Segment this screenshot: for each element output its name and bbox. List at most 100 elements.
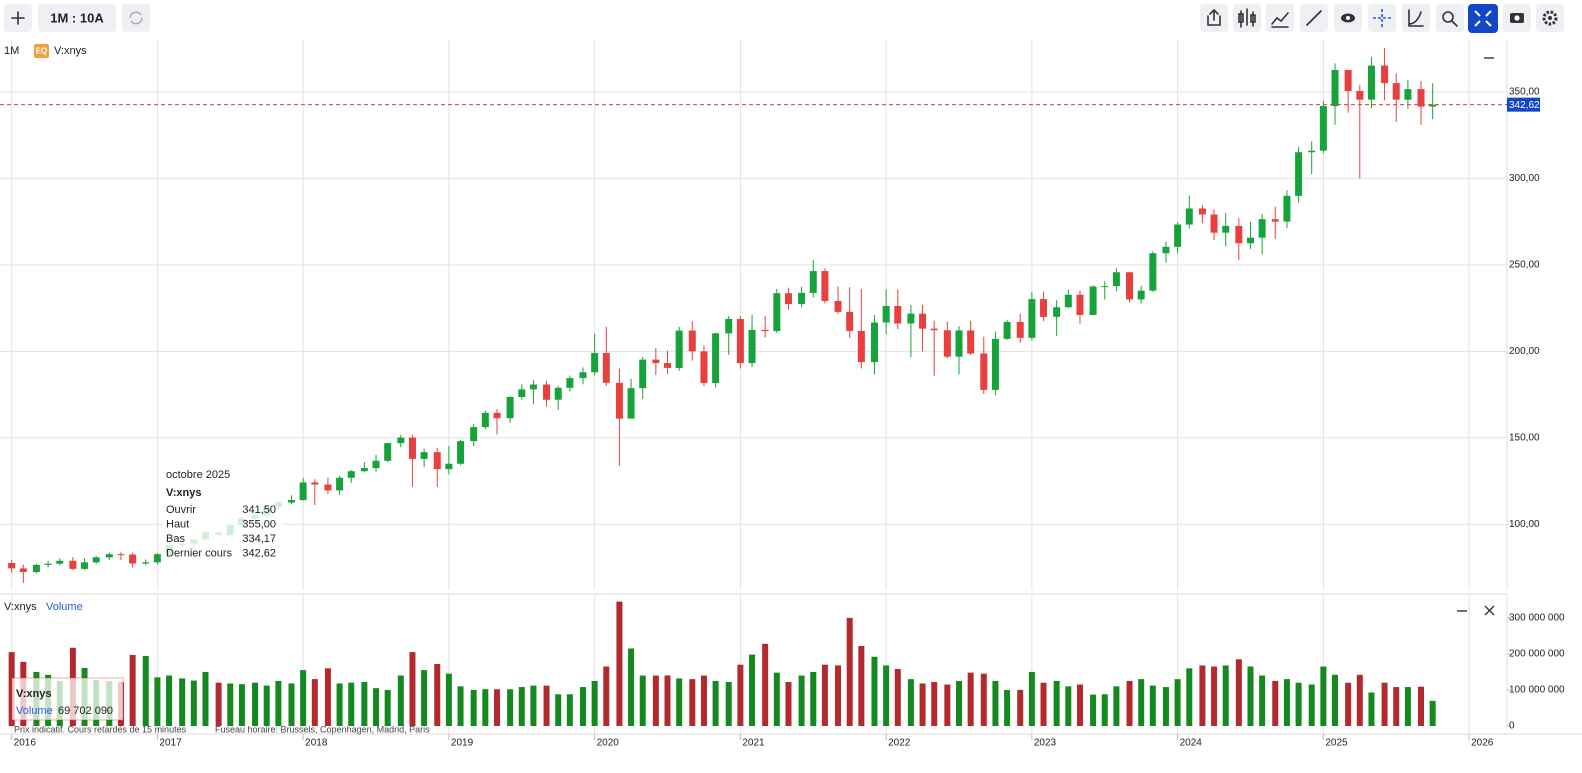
candle-body <box>1319 106 1327 151</box>
x-tick-label: 2018 <box>305 738 328 749</box>
volume-bar <box>712 680 719 726</box>
candle-body <box>105 554 113 558</box>
x-tick-label: 2017 <box>159 738 182 749</box>
add-icon <box>11 11 25 25</box>
interval-label: 1M <box>4 45 19 57</box>
volume-bar <box>530 685 537 726</box>
volume-bar <box>1272 680 1279 726</box>
volume-bar <box>288 683 295 726</box>
candle-body <box>445 463 453 470</box>
close-volume[interactable] <box>1484 605 1495 616</box>
candle-body <box>1149 253 1157 291</box>
draw-icon <box>1306 10 1322 26</box>
candle-body <box>784 293 792 305</box>
volume-bar <box>749 654 756 726</box>
candle-body <box>1028 299 1036 338</box>
grid-layer: 2016 2017 2018 2019 2020 2021 2022 2023 2024 2025… <box>0 40 1582 749</box>
volume-bar <box>639 675 646 726</box>
last-price-tag <box>1507 97 1540 112</box>
tooltip-row-value: 334,17 <box>242 533 276 545</box>
volume-bar <box>179 678 186 726</box>
volume-bar <box>858 645 865 726</box>
volume-bar <box>725 682 732 726</box>
candle-body <box>991 338 999 390</box>
range-button[interactable] <box>38 4 116 32</box>
candle-body <box>360 468 368 472</box>
last-price-label: 342,62 <box>1509 100 1540 111</box>
volume-bar <box>336 683 343 726</box>
x-tick-label: 2022 <box>888 738 911 749</box>
volume-bar <box>591 680 598 726</box>
candle-body <box>882 306 890 323</box>
footer-timezone: Fuseau horaire: Brussels, Copenhagen, Ma… <box>215 724 430 734</box>
volume-bar <box>810 671 817 726</box>
tooltip: octobre 2025 V:xnys Ouvrir 341,50 Haut 355,… <box>162 464 282 562</box>
view-icon-pupil <box>1346 16 1350 20</box>
volume-bar <box>1235 659 1242 726</box>
volume-bar <box>835 665 842 726</box>
candle-body <box>857 330 865 363</box>
candle-body <box>834 300 842 312</box>
volume-bar <box>1065 686 1072 726</box>
volume-bar <box>1053 680 1060 726</box>
candle-body <box>1053 307 1061 317</box>
candle-body <box>529 384 537 390</box>
candle-body <box>1198 208 1206 215</box>
x-tick-label: 2020 <box>597 738 620 749</box>
y-tick-label: 100,00 <box>1509 519 1540 530</box>
scale-button[interactable] <box>1402 4 1430 32</box>
volume-bar <box>628 648 635 726</box>
y2-tick-label: 200 000 000 <box>1509 649 1565 660</box>
candle-body <box>384 443 392 461</box>
candle-body <box>688 330 696 352</box>
volume-bar <box>1308 684 1315 726</box>
volume-legend-bg <box>11 677 124 721</box>
candle-body <box>324 484 332 491</box>
candle-body <box>311 482 319 485</box>
volume-bar <box>652 675 659 726</box>
candle-body <box>19 568 27 573</box>
candle-body <box>543 384 551 400</box>
candle-body <box>1392 83 1400 100</box>
candle-body <box>69 560 77 569</box>
crosshair-button[interactable] <box>1368 4 1396 32</box>
volume-bar <box>166 675 173 726</box>
candle-body <box>967 330 975 354</box>
candle-body <box>1112 272 1120 287</box>
candle-body <box>1258 219 1266 238</box>
tooltip-row-value: 341,50 <box>242 504 276 516</box>
volume-bar <box>1295 682 1302 726</box>
volume-bar <box>798 675 805 726</box>
volume-bar <box>275 680 282 726</box>
share-icon <box>1207 8 1221 26</box>
candle-body <box>1126 272 1134 300</box>
volume-bar <box>773 672 780 726</box>
volume-bar <box>1199 665 1206 726</box>
candle-body <box>1137 290 1145 300</box>
volume-bar <box>384 689 391 726</box>
candle-body <box>725 318 733 334</box>
tooltip-rows: Ouvrir 341,50 Haut 355,00 Bas 334,17 Dernier c… <box>166 504 276 560</box>
volume-bar <box>1101 694 1108 726</box>
volume-bar <box>737 664 744 726</box>
candle-body <box>44 563 52 565</box>
fullscreen-button[interactable] <box>1468 4 1498 33</box>
candle-body <box>761 329 769 332</box>
volume-bar <box>263 685 270 726</box>
candle-body <box>493 412 501 419</box>
x-tick-label: 2021 <box>742 738 765 749</box>
candle-body <box>1404 89 1412 100</box>
zoom-button[interactable] <box>1436 4 1464 32</box>
volume-bar <box>373 688 380 726</box>
candle-body <box>602 353 610 383</box>
indicator-button[interactable] <box>1266 4 1294 32</box>
volume-legend-name: Volume <box>16 705 53 717</box>
candle-body <box>1040 299 1048 317</box>
volume-bar <box>1211 666 1218 726</box>
volume-bar <box>762 643 769 726</box>
candle-body <box>470 427 478 442</box>
refresh-button[interactable] <box>122 4 150 32</box>
volume-bar <box>1113 686 1120 726</box>
volume-bar <box>457 686 464 726</box>
volume-bar <box>361 682 368 726</box>
